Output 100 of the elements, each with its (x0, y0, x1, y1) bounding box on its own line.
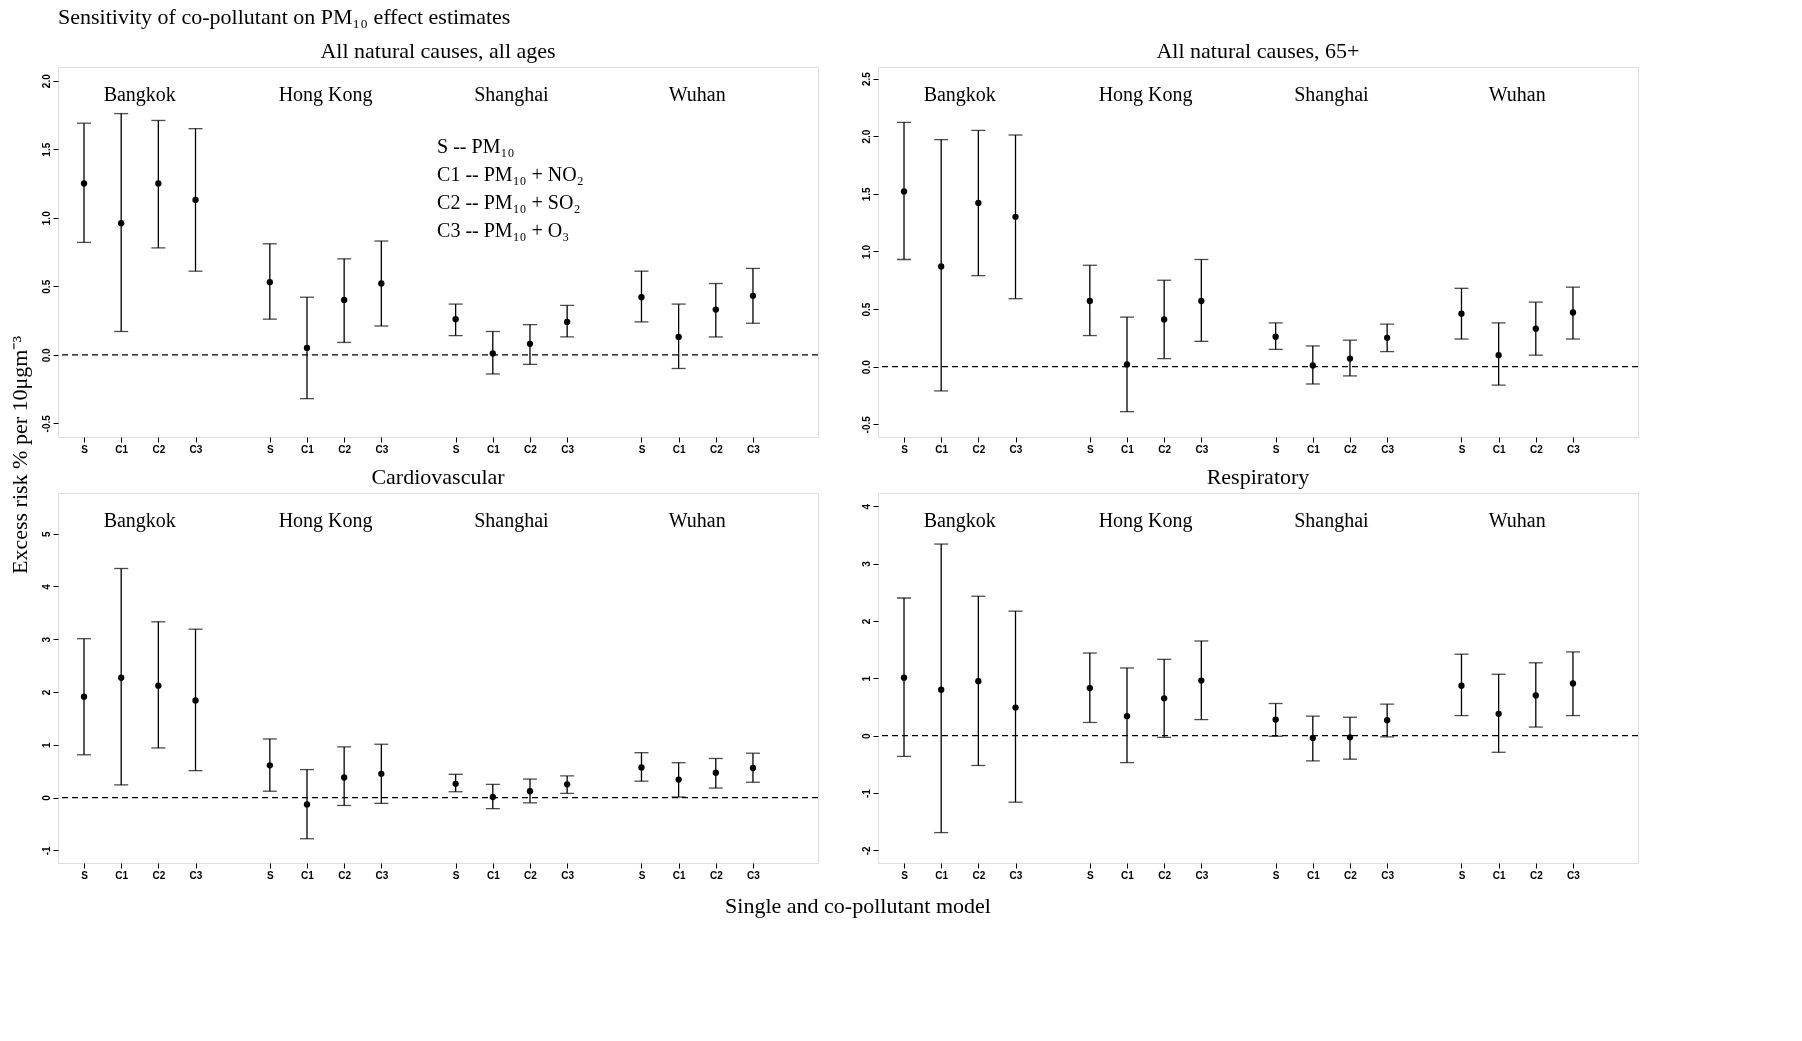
point (749, 292, 757, 300)
annotation: Hong Kong (1098, 509, 1193, 532)
point (1198, 677, 1205, 684)
y-tick-label: 1 (40, 742, 52, 749)
x-tick-label: C3 (189, 443, 203, 455)
x-tick-label: C2 (709, 443, 724, 455)
x-tick-label: C1 (935, 443, 949, 455)
x-tick-label: C3 (1009, 443, 1023, 455)
x-tick-label: S (901, 869, 909, 881)
point (675, 776, 682, 783)
x-tick-label: C3 (375, 443, 389, 455)
point (1123, 361, 1131, 368)
point (118, 220, 125, 227)
point (303, 801, 311, 808)
point (1123, 712, 1131, 720)
point (1495, 710, 1502, 718)
y-tick-label: 0.5 (40, 279, 52, 294)
point (1346, 734, 1354, 741)
x-tick-label: C3 (1381, 869, 1395, 881)
point (975, 678, 982, 685)
annotation: Wuhan (1488, 509, 1546, 531)
x-tick-label: S (452, 443, 460, 455)
point (1458, 310, 1465, 317)
point (1272, 716, 1279, 723)
y-tick-label: 1 (860, 675, 872, 682)
x-tick-label: C2 (1529, 869, 1544, 881)
point (1161, 695, 1168, 702)
point (526, 340, 534, 347)
x-tick-label: C3 (1195, 443, 1209, 455)
point (1012, 704, 1019, 711)
x-tick-label: C2 (338, 443, 352, 455)
y-tick-label: -1 (860, 788, 872, 798)
point (563, 318, 571, 326)
y-tick-label: 4 (40, 583, 52, 590)
x-tick-label: C2 (338, 869, 352, 881)
point (1272, 333, 1279, 340)
y-tick-label: 3 (860, 560, 872, 567)
point (1346, 355, 1354, 362)
point (80, 693, 88, 700)
x-tick-label: S (267, 443, 274, 455)
y-tick-label: 2 (40, 689, 52, 696)
y-tick-label: -0.5 (860, 415, 872, 434)
point (712, 769, 719, 776)
x-tick-label: S (638, 443, 646, 455)
x-tick-label: C3 (561, 443, 575, 455)
point (303, 344, 311, 352)
x-tick-label: C1 (301, 869, 315, 881)
x-tick-label: C2 (1344, 443, 1358, 455)
x-tick-label: S (81, 443, 89, 455)
point (341, 296, 348, 304)
y-tick-label: -2 (860, 846, 872, 856)
point (1198, 297, 1205, 305)
point (638, 764, 645, 771)
annotation: C3 -- PM₁₀ + O₃ (437, 219, 570, 241)
annotation: Wuhan (668, 83, 726, 105)
point (900, 188, 908, 195)
annotation: Shanghai (474, 509, 550, 532)
annotation: Hong Kong (1098, 83, 1193, 106)
point (341, 774, 348, 781)
point (1309, 734, 1316, 742)
x-tick-label: C1 (672, 869, 686, 881)
point (938, 263, 945, 270)
x-tick-label: C2 (152, 869, 166, 881)
annotation: Bangkok (103, 83, 176, 106)
x-tick-label: S (638, 869, 646, 881)
x-tick-label: C1 (1306, 869, 1321, 881)
x-tick-label: S (267, 869, 274, 881)
x-tick-label: C3 (1567, 443, 1581, 455)
x-tick-label: C1 (301, 443, 315, 455)
point (638, 294, 645, 301)
x-tick-label: S (452, 869, 460, 881)
annotation: C1 -- PM₁₀ + NO₂ (437, 163, 584, 185)
point (1161, 316, 1168, 323)
x-tick-label: S (81, 869, 89, 881)
y-tick-label: 0 (40, 794, 52, 801)
x-tick-label: C1 (486, 869, 501, 881)
y-tick-label: 2.5 (860, 71, 872, 86)
point (378, 280, 385, 287)
point (675, 333, 682, 341)
point (749, 764, 757, 772)
x-tick-label: S (1458, 869, 1466, 881)
point (1569, 309, 1577, 316)
point (155, 682, 162, 689)
point (266, 762, 273, 769)
x-tick-label: C1 (935, 869, 949, 881)
y-tick-label: 2.0 (860, 129, 872, 144)
annotation: Shanghai (1294, 509, 1370, 532)
x-tick-label: C3 (189, 869, 203, 881)
y-tick-label: 0.5 (860, 302, 872, 317)
x-tick-label: C3 (747, 869, 761, 881)
x-tick-label: C2 (972, 443, 986, 455)
x-tick-label: C2 (524, 869, 538, 881)
annotation: Bangkok (103, 509, 176, 532)
point (1532, 325, 1539, 332)
point (1012, 213, 1019, 220)
annotation: Shanghai (474, 83, 550, 106)
x-tick-label: C2 (1529, 443, 1544, 455)
y-tick-label: 3 (40, 636, 52, 643)
y-tick-label: 1.5 (860, 186, 872, 202)
point (1569, 680, 1577, 687)
